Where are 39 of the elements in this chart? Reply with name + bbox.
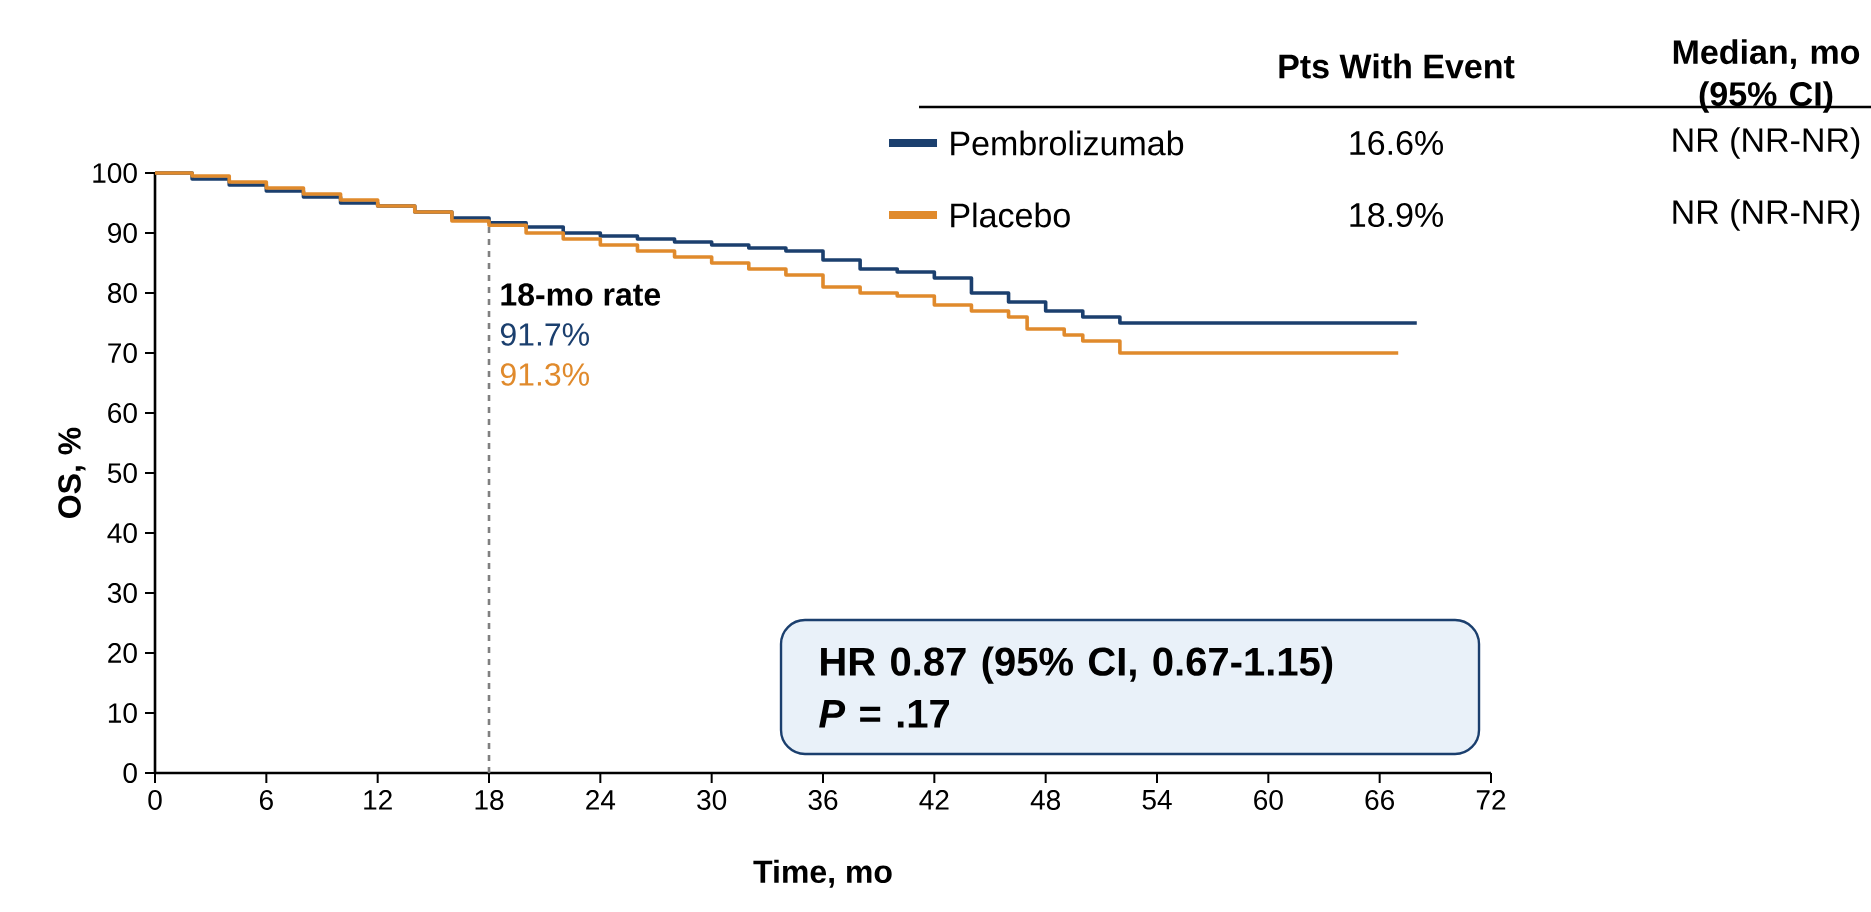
y-tick-label: 10 (108, 703, 137, 723)
legend-label: Pembrolizumab (951, 130, 1184, 156)
annotation: 18.9% (1350, 202, 1443, 228)
y-axis-title: OS, % (58, 427, 86, 518)
x-tick-label: 0 (148, 790, 162, 810)
y-tick-label: 60 (108, 403, 137, 423)
annotation: 18-mo rate (501, 283, 661, 306)
x-tick-label: 54 (1142, 790, 1172, 810)
x-tick-label: 12 (364, 790, 392, 810)
text: Pts With Event (1279, 53, 1515, 79)
text: Median, mo (95% CI) (1673, 39, 1860, 113)
y-tick-label: 90 (108, 223, 137, 243)
x-tick-label: 60 (1254, 790, 1283, 810)
y-tick-label: 30 (107, 583, 137, 603)
y-tick-label: 100 (93, 163, 137, 183)
x-tick-label: 24 (586, 790, 616, 810)
x-tick-label: 72 (1476, 790, 1506, 810)
x-axis-title: Time, mo (753, 859, 892, 888)
text: NR (NR-NR) (1673, 199, 1860, 231)
x-tick-label: 30 (697, 790, 727, 810)
text: NR (NR-NR) (1673, 127, 1860, 159)
y-tick-label: 50 (107, 463, 137, 483)
y-tick-label: 0 (123, 763, 137, 783)
x-tick-label: 42 (919, 790, 949, 810)
annotation: 91.3% (500, 363, 589, 386)
x-tick-label: 48 (1030, 790, 1061, 810)
legend-label: Placebo (951, 202, 1070, 228)
annotation: 91.7% (500, 323, 589, 346)
y-tick-label: 80 (108, 283, 137, 303)
x-tick-label: 36 (808, 790, 838, 810)
y-tick-label: 70 (108, 343, 137, 363)
annotation: HR 0.87 (95% CI, 0.67-1.15) (821, 646, 1333, 684)
annotation: P = .17 (819, 699, 950, 728)
text: 16.6% (1350, 130, 1443, 156)
x-tick-label: 18 (475, 790, 504, 810)
y-tick-label: 20 (108, 643, 137, 663)
x-tick-label: 6 (259, 790, 273, 810)
y-tick-label: 40 (107, 523, 137, 543)
x-tick-label: 66 (1365, 790, 1394, 810)
